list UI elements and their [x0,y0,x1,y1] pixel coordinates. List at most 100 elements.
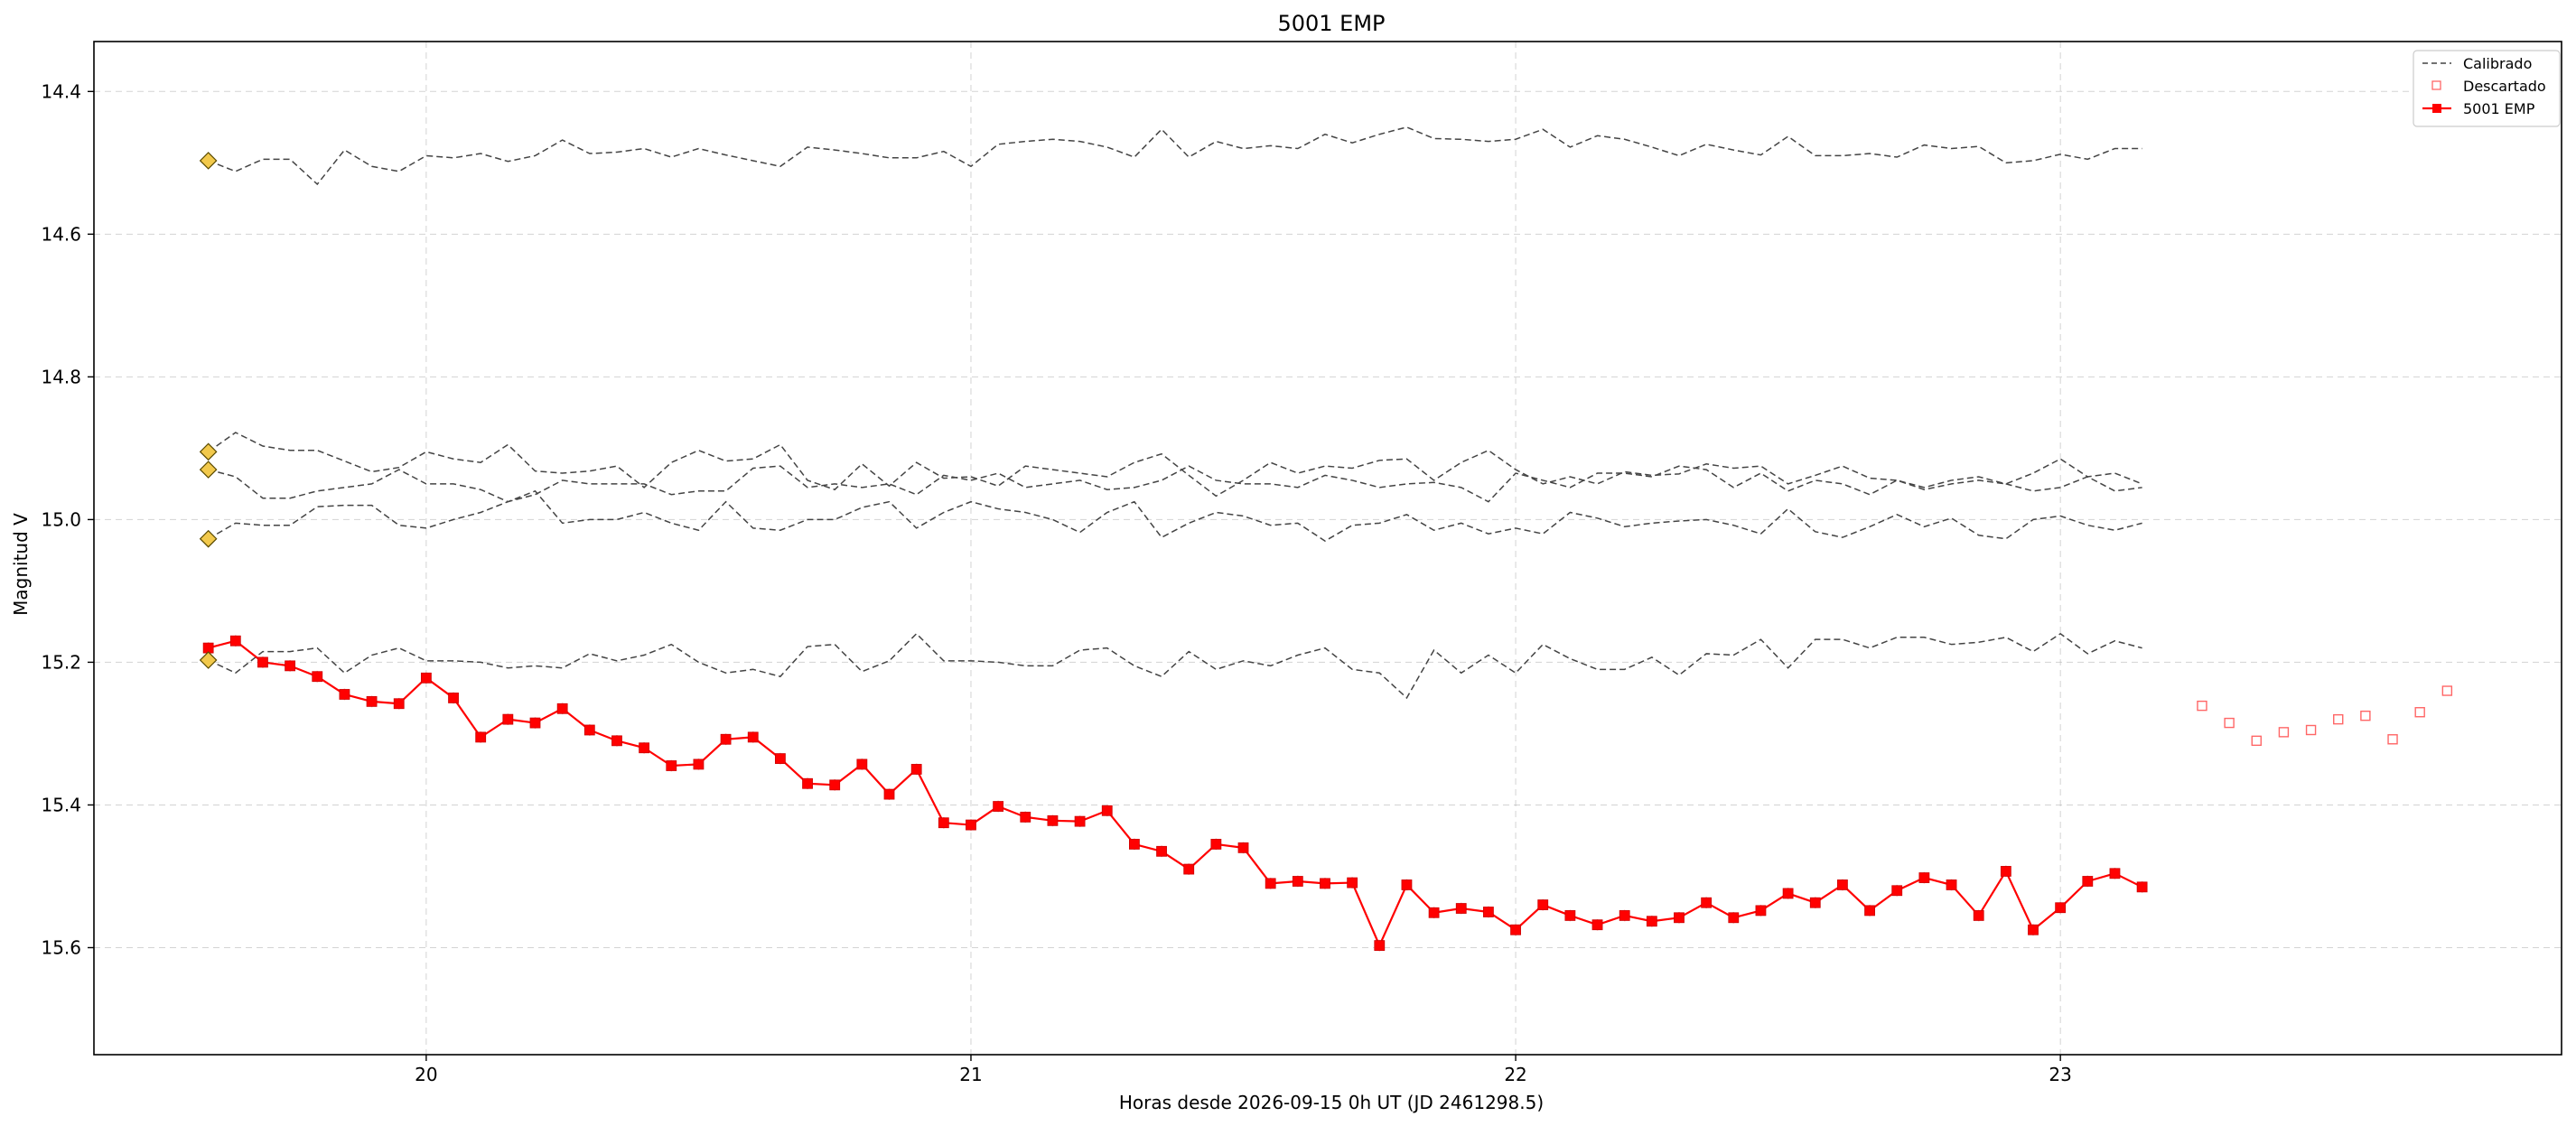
target-point [1428,907,1440,918]
target-point [1292,876,1303,887]
target-point [1591,919,1603,931]
legend-emp-label: 5001 EMP [2463,100,2535,117]
x-tick-label: 20 [415,1064,437,1085]
discarded-point [2360,710,2371,721]
reference-star-marker [199,651,218,669]
target-point [774,753,786,764]
x-tick-label: 23 [2049,1064,2071,1085]
discarded-point [2251,735,2262,747]
target-point [1074,815,1086,827]
target-point [366,695,378,707]
target-point [611,735,622,747]
target-point [1320,878,1330,889]
target-point [747,731,759,743]
target-point [1455,903,1467,914]
target-point [312,671,323,683]
discarded-point [2197,700,2207,712]
legend-descartado-label: Descartado [2463,78,2546,95]
y-tick-label: 15.4 [41,794,81,815]
target-point [1755,905,1767,917]
target-point [556,703,568,714]
calibrated-star-line [208,489,2142,542]
x-tick-label: 22 [1504,1064,1526,1085]
y-axis-ticks: 14.4 14.6 14.8 15.0 15.2 15.4 15.6 [41,80,94,958]
target-point [229,635,241,647]
x-tick-label: 21 [959,1064,982,1085]
target-point [910,764,922,775]
target-point [583,724,595,736]
reference-star-markers [199,152,218,669]
target-point [2000,866,2011,877]
target-point [1537,899,1549,910]
legend: Calibrado Descartado 5001 EMP [2413,50,2561,127]
discarded-point [2333,713,2344,725]
chart-title: 5001 EMP [1277,11,1385,36]
target-point [1101,805,1113,816]
target-point [1837,879,1848,890]
target-point [938,817,949,829]
target-point [1183,863,1195,875]
target-point [1210,839,1222,850]
target-point [1020,811,1031,823]
target-point [1265,878,1276,889]
target-point [1401,879,1413,890]
x-axis-ticks: 20 21 22 23 [415,1055,2072,1085]
calibrated-star-line [208,432,2142,498]
grid-lines [94,42,2562,1055]
y-tick-label: 15.2 [41,651,81,673]
legend-descartado-swatch [2431,80,2441,90]
target-point [1483,907,1494,917]
y-tick-label: 15.0 [41,508,81,530]
target-point [2136,881,2148,893]
target-point [475,731,487,743]
x-axis-title: Horas desde 2026-09-15 0h UT (JD 2461298… [1119,1092,1544,1113]
target-point [1374,940,1386,952]
target-point [856,758,868,770]
discarded-point [2224,717,2235,729]
target-point [2109,868,2121,879]
target-point [529,717,541,729]
target-point [1973,910,1984,921]
discarded-point [2441,685,2453,696]
target-point [666,760,677,771]
y-tick-label: 14.8 [41,366,81,387]
calibrated-reference-lines [208,126,2142,700]
discarded-point [2387,734,2398,745]
discarded-point [2414,707,2425,718]
target-point [1237,842,1249,853]
target-point [1864,905,1875,917]
target-point [1782,888,1794,899]
target-series [202,635,2148,952]
target-point [1728,912,1740,924]
target-point [1701,897,1713,908]
calibrated-star-line [208,632,2142,700]
target-point [802,777,813,789]
target-point [1347,877,1358,889]
calibrated-star-line [208,126,2142,186]
y-tick-label: 14.4 [41,80,81,102]
target-point [2028,924,2039,935]
target-point [693,758,705,770]
discarded-point [2278,727,2290,738]
reference-star-marker [199,152,218,170]
target-point [2082,876,2094,887]
target-point [1809,897,1821,908]
target-point [393,698,405,710]
target-point [1510,924,1521,935]
target-point [420,672,432,684]
target-point [448,693,459,703]
plot-frame [93,41,2562,1056]
target-point [502,713,514,725]
discarded-points [2197,685,2453,747]
target-point [1564,910,1576,921]
target-point [285,660,296,672]
legend-emp-swatch-marker [2432,104,2441,113]
target-point [339,689,350,700]
target-point [829,779,841,791]
target-point [1891,885,1903,897]
y-tick-label: 15.6 [41,936,81,958]
target-point [257,656,268,668]
target-point [1047,814,1059,826]
